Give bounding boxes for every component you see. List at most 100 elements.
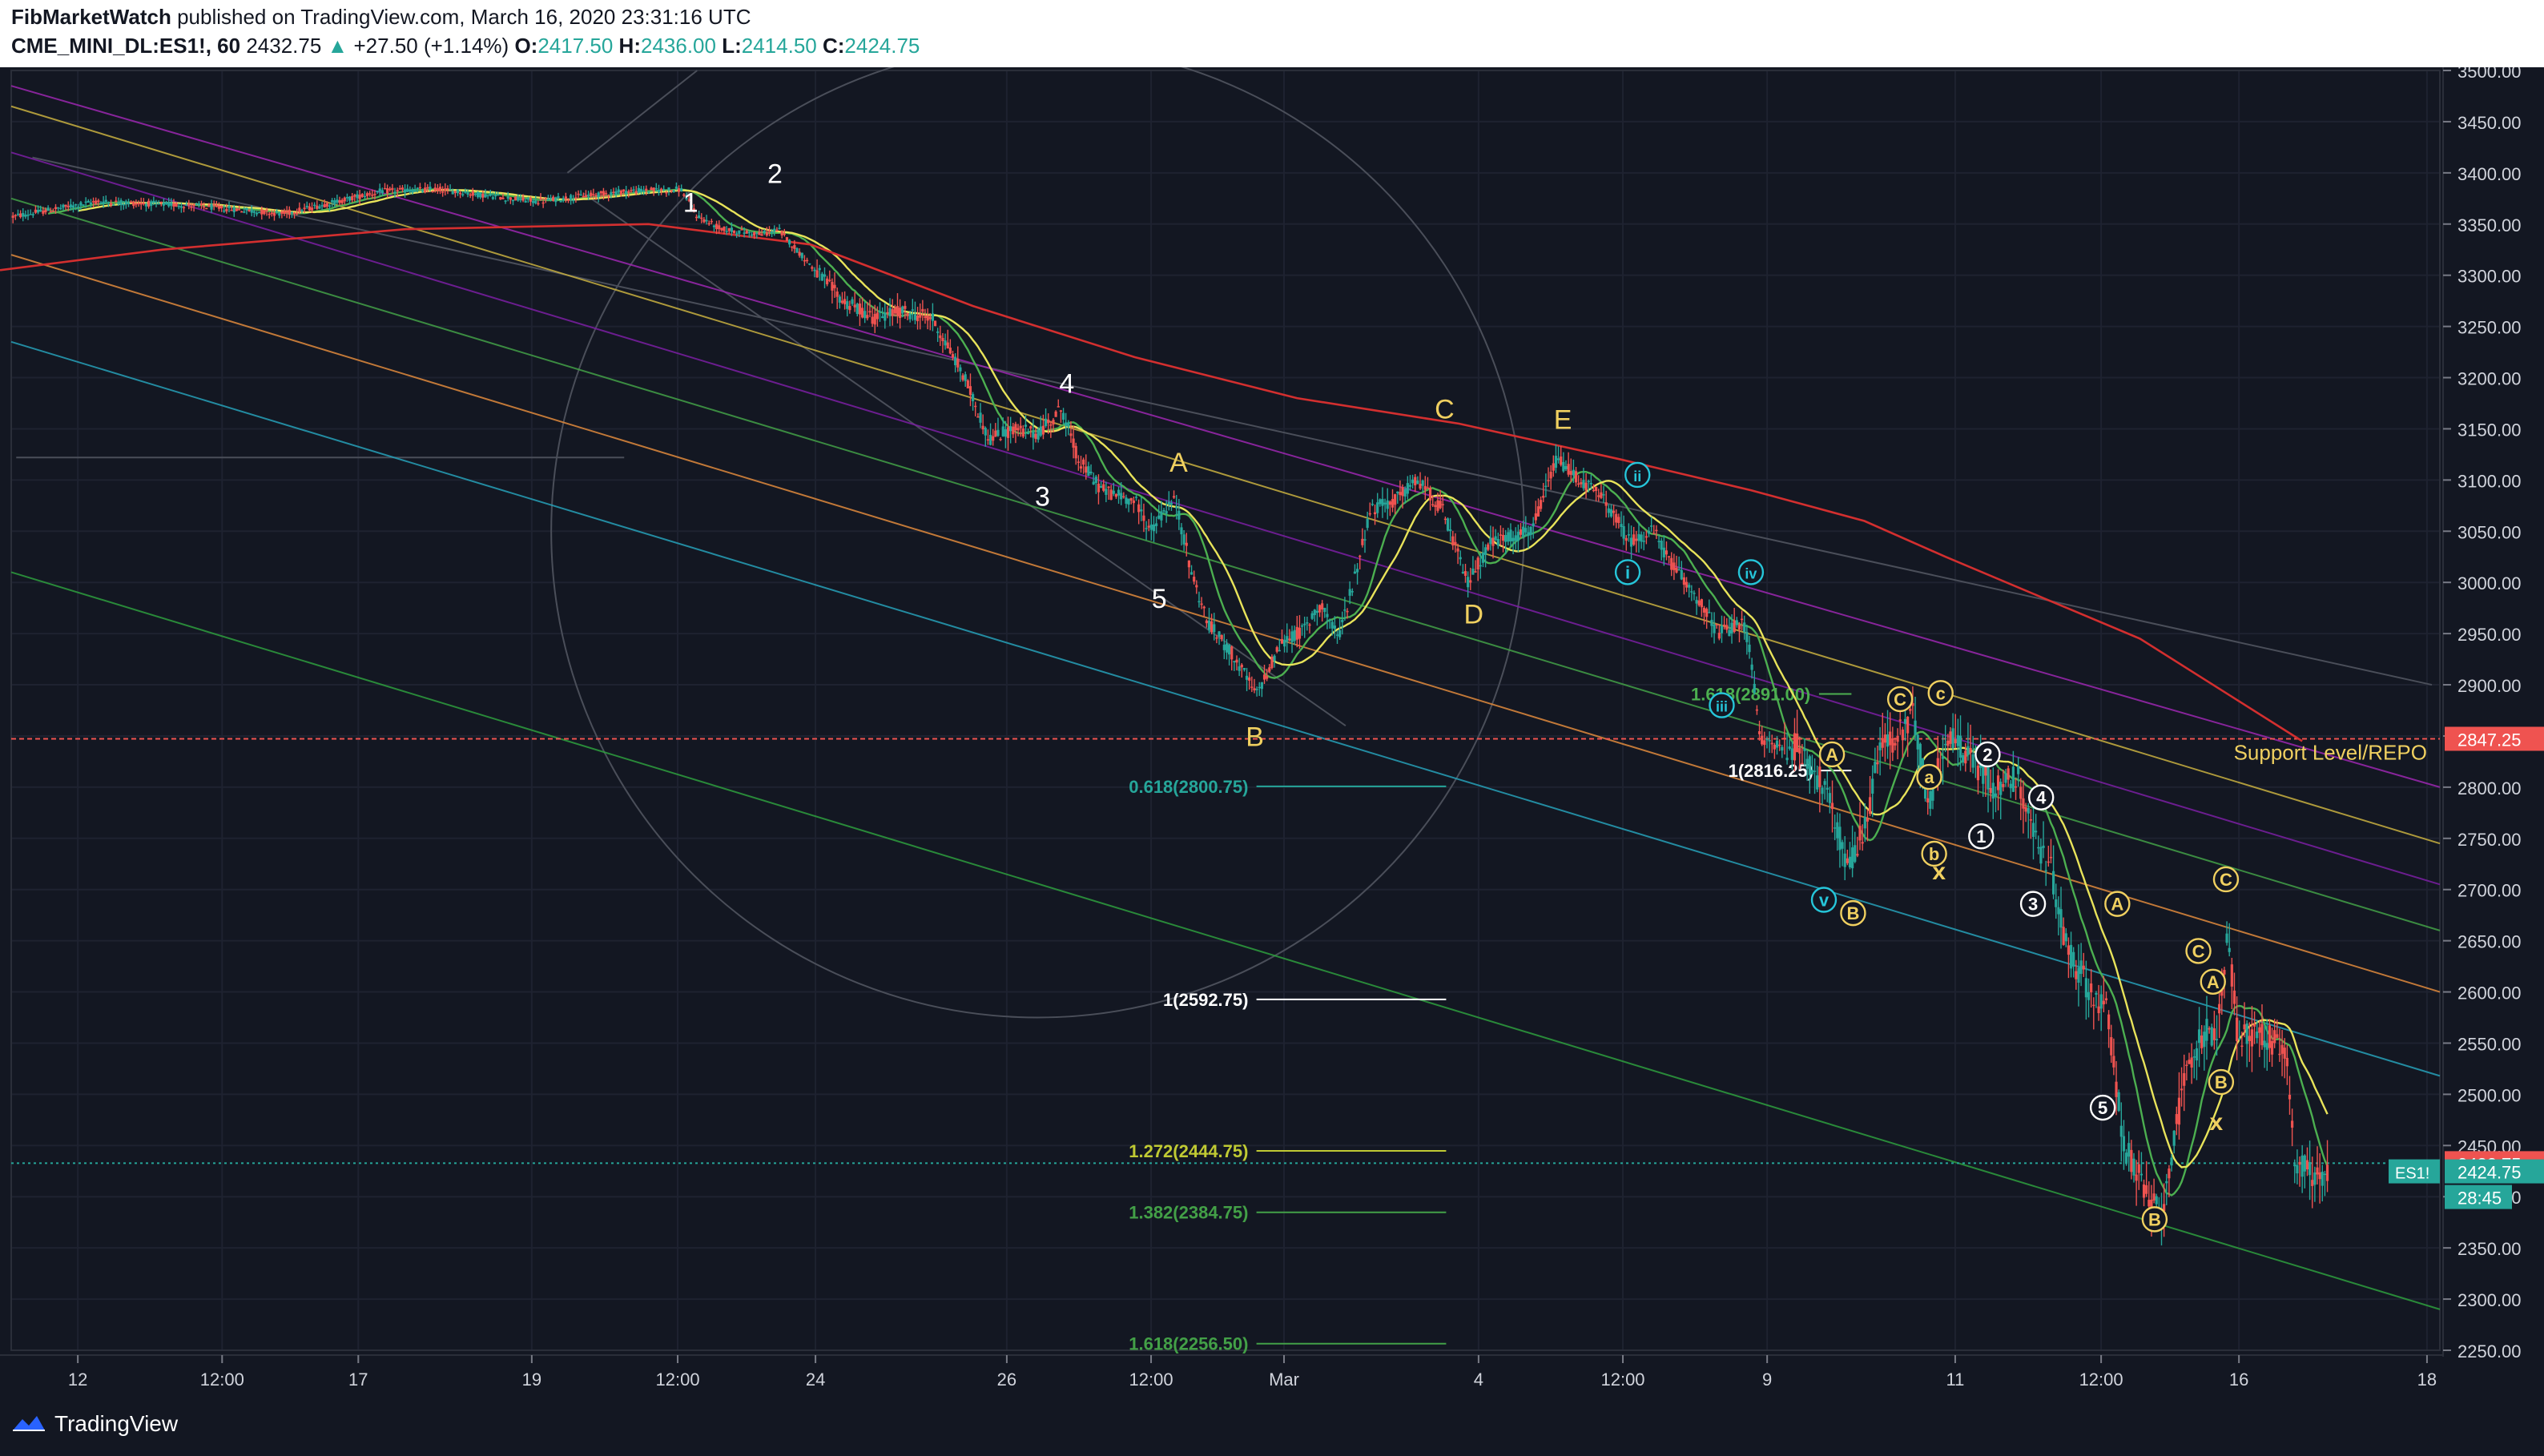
candle-body — [1504, 535, 1507, 542]
candle-body — [1866, 818, 1870, 822]
candle-body — [577, 193, 580, 195]
wave-label: 2 — [767, 159, 783, 190]
candle-body — [2130, 1149, 2133, 1172]
candle-body — [707, 223, 710, 225]
y-tick-label: 2500.00 — [2457, 1085, 2522, 1105]
candle-body — [572, 199, 575, 202]
candle-body — [2084, 978, 2087, 998]
candle-body — [449, 189, 452, 191]
candle-body — [11, 215, 14, 218]
candle-body — [1268, 667, 1271, 672]
candle-body — [436, 188, 439, 191]
wave-circle-label: ii — [1633, 469, 1641, 485]
candle-body — [602, 191, 606, 196]
candle-body — [1061, 412, 1065, 420]
candle-body — [24, 214, 27, 217]
candle-body — [1564, 465, 1568, 469]
candle-body — [702, 219, 706, 223]
tradingview-brand[interactable]: TradingView — [11, 1411, 178, 1437]
author-name[interactable]: FibMarketWatch — [11, 5, 171, 29]
candle-body — [818, 267, 821, 271]
candle-body — [418, 187, 422, 189]
candle-body — [1245, 675, 1249, 680]
moving-averages — [0, 188, 2329, 1197]
candle-body — [1085, 466, 1088, 473]
candle-body — [1016, 428, 1020, 431]
candle-body — [461, 194, 465, 195]
candle-body — [1708, 612, 1711, 613]
candle-body — [1874, 762, 1877, 774]
candle-body — [1469, 580, 1472, 583]
candle-body — [497, 194, 500, 196]
candle-body — [2223, 970, 2226, 975]
candle-body — [1816, 775, 1819, 790]
candle-body — [519, 199, 522, 200]
candle-body — [135, 203, 138, 205]
candle-body — [564, 196, 567, 199]
candle-body — [1077, 461, 1080, 463]
candle-body — [69, 204, 72, 208]
candle-body — [112, 204, 115, 206]
candle-body — [2177, 1097, 2181, 1125]
candle-body — [217, 206, 221, 209]
candle-body — [828, 280, 831, 281]
candle-body — [1262, 674, 1266, 680]
candle-body — [272, 212, 276, 216]
symbol-label[interactable]: CME_MINI_DL:ES1!, 60 — [11, 34, 241, 58]
candle-body — [1612, 510, 1616, 513]
candle-body — [175, 203, 178, 207]
candle-body — [401, 187, 405, 190]
candle-body — [1818, 766, 1821, 787]
candle-body — [884, 312, 887, 321]
candle-body — [2170, 1157, 2173, 1166]
candle-body — [1823, 781, 1826, 785]
candle-body — [2230, 964, 2233, 987]
candle-body — [1416, 481, 1419, 485]
candle-body — [750, 234, 754, 236]
candle-body — [1483, 547, 1487, 555]
candle-body — [1529, 526, 1532, 536]
candle-body — [1798, 748, 1801, 754]
candle-body — [1519, 529, 1523, 535]
change-value: +27.50 (+1.14%) — [353, 34, 509, 58]
candle-body — [2200, 1035, 2204, 1048]
candle-body — [1949, 731, 1952, 744]
candle-body — [1544, 485, 1548, 488]
candle-body — [634, 191, 638, 194]
candle-body — [438, 187, 442, 191]
candle-body — [1187, 560, 1191, 568]
candle-body — [2172, 1130, 2176, 1146]
candle-body — [2057, 907, 2060, 915]
candle-body — [1554, 456, 1558, 469]
x-tick-label: 17 — [348, 1370, 368, 1390]
candle-body — [1700, 599, 1703, 608]
candle-body — [340, 199, 344, 203]
candle-body — [2276, 1034, 2279, 1038]
candle-body — [758, 231, 761, 235]
candle-body — [785, 237, 789, 241]
candle-body — [2188, 1060, 2191, 1064]
candle-body — [725, 231, 728, 232]
candle-body — [1423, 485, 1427, 490]
candle-body — [1195, 585, 1198, 588]
candle-body — [539, 198, 542, 199]
candle-body — [1620, 524, 1623, 527]
candle-body — [2325, 1164, 2329, 1181]
wave-circle-label: A — [2111, 895, 2123, 915]
candle-body — [2195, 1048, 2199, 1061]
y-tick-label: 2700.00 — [2457, 881, 2522, 901]
candle-body — [1999, 782, 2003, 795]
candle-body — [775, 229, 779, 231]
candle-body — [2245, 1023, 2248, 1044]
symbol-badge: ES1! — [2395, 1165, 2429, 1183]
price-chart[interactable]: Support Level/REPO 0.618(2800.75) 1(2592.… — [0, 67, 2544, 1398]
wave-circle — [2185, 938, 2212, 964]
candle-body — [245, 207, 248, 211]
candle-body — [1298, 627, 1302, 639]
candle-body — [1102, 484, 1105, 491]
candle-body — [2243, 1024, 2246, 1030]
wave-circle — [1810, 887, 1838, 913]
candle-body — [1009, 426, 1012, 432]
x-tick-label: 19 — [522, 1370, 541, 1390]
candle-body — [1677, 569, 1681, 571]
